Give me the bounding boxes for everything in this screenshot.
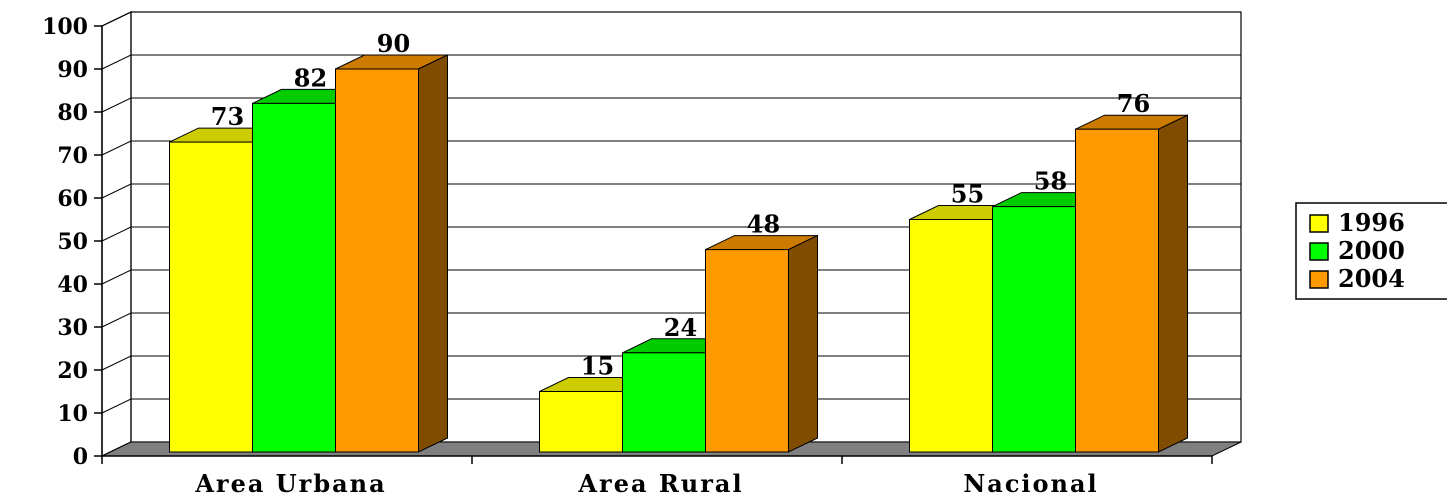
bar: [1075, 128, 1159, 453]
data-label: 48: [747, 210, 780, 239]
y-tick-label: 90: [57, 57, 88, 83]
legend-label: 1996: [1338, 208, 1405, 237]
y-tick-label: 0: [73, 444, 88, 470]
bar-side: [418, 54, 448, 453]
data-label: 24: [664, 313, 697, 342]
data-label: 55: [951, 180, 984, 209]
data-label: 90: [377, 29, 410, 58]
y-tick-label: 40: [57, 272, 88, 298]
legend-swatch: [1309, 242, 1329, 261]
side-wall-gridline: [101, 312, 132, 328]
data-label: 58: [1034, 167, 1067, 196]
side-wall-gridline: [101, 54, 132, 70]
bar: [705, 249, 789, 453]
y-tick-label: 30: [57, 315, 88, 341]
bar: [252, 102, 336, 453]
side-wall-gridline: [101, 269, 132, 285]
side-wall-gridline: [101, 355, 132, 371]
bar-side: [1158, 114, 1188, 453]
data-label: 73: [211, 102, 244, 131]
x-category-label: Area Rural: [577, 469, 743, 496]
x-category-label: Nacional: [963, 469, 1098, 496]
side-wall-gridline: [101, 97, 132, 113]
y-tick-label: 70: [57, 143, 88, 169]
data-label: 76: [1117, 89, 1150, 118]
bar: [909, 219, 993, 453]
y-tick-label: 80: [57, 100, 88, 126]
legend-label: 2004: [1338, 264, 1405, 293]
data-label: 15: [581, 352, 614, 381]
bar: [992, 206, 1076, 453]
bar: [335, 68, 419, 453]
y-tick-label: 20: [57, 358, 88, 384]
side-wall-gridline: [101, 226, 132, 242]
legend-swatch: [1309, 214, 1329, 233]
y-tick-label: 60: [57, 186, 88, 212]
side-wall-gridline: [101, 140, 132, 156]
y-tick-label: 10: [57, 401, 88, 427]
x-category-label: Area Urbana: [194, 469, 386, 496]
data-label: 82: [294, 63, 327, 92]
bar: [169, 141, 253, 453]
side-wall-gridline: [101, 183, 132, 199]
y-tick-label: 50: [57, 229, 88, 255]
bar: [539, 391, 623, 453]
legend-swatch: [1309, 270, 1329, 289]
bar-side: [788, 234, 818, 453]
legend-label: 2000: [1338, 236, 1405, 265]
bar: [622, 352, 706, 453]
side-wall-gridline: [101, 398, 132, 414]
y-tick-label: 100: [42, 14, 88, 40]
